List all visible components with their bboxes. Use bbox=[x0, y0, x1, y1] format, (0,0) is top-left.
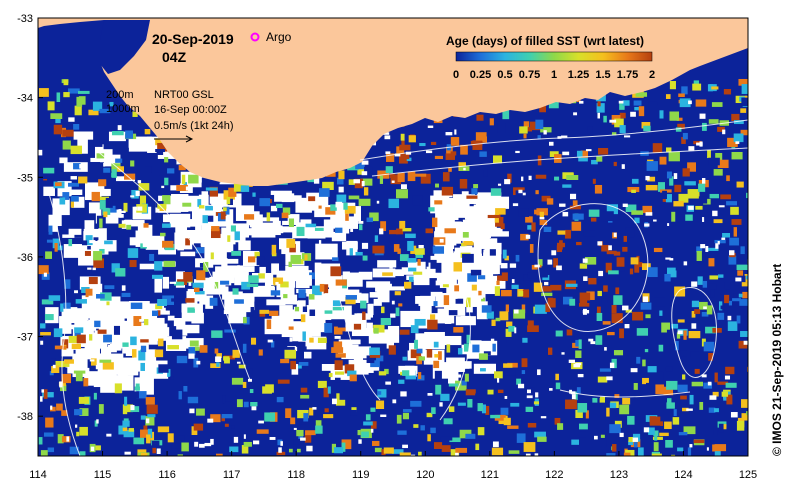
map-frame bbox=[37, 17, 749, 457]
lat-tick-label: -35 bbox=[17, 172, 33, 184]
longitude-axis: 114 115 116 117 118 119 120 121 122 123 124 125 bbox=[29, 451, 757, 481]
colorbar-tick-label: 0.75 bbox=[519, 69, 540, 81]
argo-marker-icon bbox=[250, 32, 260, 42]
lon-tick-label: 115 bbox=[94, 469, 112, 481]
colorbar-title: Age (days) of filled SST (wrt latest) bbox=[446, 34, 644, 48]
altimetry-date: 16-Sep 00:00Z bbox=[154, 104, 227, 116]
bay-water bbox=[100, 20, 150, 74]
velocity-scale-label: 0.5m/s (1kt 24h) bbox=[154, 120, 233, 132]
lon-tick-label: 114 bbox=[29, 469, 47, 481]
isobath-label-1000m: 1000m bbox=[106, 103, 140, 115]
argo-legend-label: Argo bbox=[266, 30, 292, 44]
map-date: 20-Sep-2019 bbox=[152, 31, 234, 47]
lat-tick-label: -37 bbox=[17, 332, 33, 344]
map-hour: 04Z bbox=[162, 49, 187, 65]
altimetry-label: NRT00 GSL bbox=[154, 89, 214, 101]
lat-tick-label: -36 bbox=[17, 252, 33, 264]
lat-tick-label: -34 bbox=[17, 93, 33, 105]
colorbar-tick-label: 1.25 bbox=[568, 69, 589, 81]
lat-tick-label: -38 bbox=[17, 411, 33, 423]
lon-tick-label: 116 bbox=[158, 469, 176, 481]
lon-tick-label: 122 bbox=[545, 469, 563, 481]
colorbar-ramp bbox=[455, 51, 653, 62]
colorbar-tick-label: 2 bbox=[649, 69, 655, 81]
lon-tick-label: 123 bbox=[610, 469, 628, 481]
lon-tick-label: 125 bbox=[739, 469, 757, 481]
altimetry-contours bbox=[47, 119, 748, 456]
lon-tick-label: 119 bbox=[352, 469, 370, 481]
lon-tick-label: 120 bbox=[416, 469, 434, 481]
colorbar-tick-label: 0.25 bbox=[470, 69, 491, 81]
isobath-label-200m: 200m bbox=[106, 89, 134, 101]
credit-text: © IMOS 21-Sep-2019 05:13 Hobart bbox=[770, 264, 784, 456]
lon-tick-label: 124 bbox=[674, 469, 692, 481]
latitude-axis: -33 -34 -35 -36 -37 -38 bbox=[17, 13, 43, 423]
lon-tick-label: 117 bbox=[223, 469, 241, 481]
colorbar-tick-label: 1.75 bbox=[617, 69, 638, 81]
lon-tick-label: 118 bbox=[287, 469, 305, 481]
velocity-scale-arrowhead-icon bbox=[185, 135, 194, 143]
colorbar-tick-label: 1 bbox=[551, 69, 557, 81]
lat-tick-label: -33 bbox=[17, 13, 33, 25]
lon-tick-label: 121 bbox=[481, 469, 499, 481]
colorbar-tick-label: 0 bbox=[453, 69, 459, 81]
colorbar-tick-label: 1.5 bbox=[595, 69, 610, 81]
colorbar-tick-label: 0.5 bbox=[497, 69, 512, 81]
